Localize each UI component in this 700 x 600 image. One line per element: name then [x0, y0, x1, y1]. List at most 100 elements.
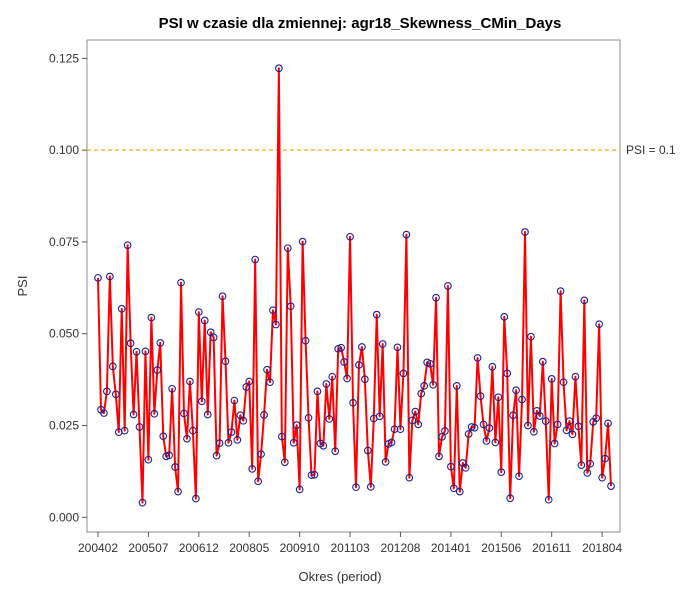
data-point-marker — [562, 426, 571, 435]
data-point-marker — [375, 412, 384, 421]
series-line — [97, 67, 612, 504]
data-point-marker — [129, 410, 138, 419]
data-point-marker — [108, 362, 117, 371]
data-point-marker — [414, 420, 423, 429]
data-point-marker — [331, 447, 340, 456]
data-point-marker — [432, 293, 440, 302]
data-point-marker — [147, 313, 156, 322]
data-point-marker — [447, 462, 455, 471]
data-point-marker — [553, 420, 562, 429]
data-point-marker — [153, 366, 162, 374]
data-point-marker — [541, 417, 550, 425]
data-point-marker — [607, 482, 615, 490]
data-point-marker — [500, 312, 509, 321]
data-point-marker — [203, 410, 212, 419]
data-point-marker — [441, 427, 449, 435]
data-point-marker — [378, 340, 387, 348]
data-point-marker — [530, 427, 538, 436]
data-point-marker — [396, 425, 405, 434]
data-point-marker — [399, 369, 408, 378]
data-point-marker — [435, 452, 443, 461]
data-point-marker — [547, 375, 556, 383]
data-point-marker — [94, 274, 102, 282]
data-point-marker — [159, 432, 168, 441]
data-point-marker — [100, 409, 108, 417]
data-point-marker — [571, 372, 580, 381]
y-tick-label: 0.125 — [49, 51, 79, 65]
data-point-marker — [269, 306, 277, 315]
data-point-marker — [278, 432, 286, 441]
data-point-marker — [224, 438, 233, 447]
data-point-marker — [221, 357, 230, 366]
data-point-marker — [387, 438, 396, 447]
x-tick-label: 201804 — [582, 541, 622, 555]
data-point-marker — [366, 482, 375, 491]
data-point-marker — [263, 365, 271, 374]
data-point-marker — [402, 230, 411, 239]
data-point-marker — [482, 437, 491, 445]
data-point-marker — [524, 421, 532, 430]
data-point-marker — [559, 378, 568, 387]
data-point-marker — [506, 494, 515, 503]
data-point-marker — [106, 272, 114, 281]
data-point-marker — [535, 412, 544, 420]
x-tick-label: 201103 — [330, 541, 369, 555]
data-point-marker — [444, 282, 452, 290]
chart-title: PSI w czasie dla zmiennej: agr18_Skewnes… — [159, 15, 562, 32]
data-point-marker — [209, 333, 218, 342]
data-point-marker — [254, 477, 262, 486]
data-point-marker — [381, 458, 390, 466]
data-point-marker — [355, 361, 363, 369]
data-point-marker — [393, 343, 402, 352]
data-point-marker — [186, 377, 194, 386]
data-point-marker — [123, 241, 132, 250]
data-point-marker — [565, 417, 574, 425]
data-point-marker — [372, 310, 381, 319]
data-point-marker — [491, 438, 500, 447]
data-point-marker — [452, 382, 461, 390]
data-point-marker — [322, 380, 331, 388]
data-point-marker — [577, 461, 586, 470]
data-point-marker — [120, 426, 129, 435]
data-point-marker — [313, 387, 322, 396]
y-axis-label: PSI — [15, 276, 30, 297]
data-point-marker — [346, 232, 354, 241]
data-point-marker — [426, 359, 434, 368]
data-point-marker — [420, 382, 429, 390]
data-point-marker — [138, 498, 147, 507]
data-point-marker — [405, 473, 414, 482]
data-point-marker — [488, 362, 497, 371]
data-point-marker — [307, 471, 316, 479]
data-point-marker — [544, 495, 553, 504]
x-tick-label: 200612 — [179, 541, 219, 555]
data-point-marker — [411, 407, 420, 416]
data-point-marker — [470, 423, 479, 432]
data-point-marker — [343, 374, 351, 383]
x-axis: 200402 200507 200612 200805 200910 201103 2012… — [78, 532, 622, 555]
data-point-marker — [604, 419, 612, 428]
data-point-marker — [494, 393, 503, 402]
series-group — [94, 64, 615, 507]
data-point-marker — [126, 339, 135, 348]
data-point-marker — [257, 450, 265, 459]
x-tick-label: 201208 — [380, 541, 420, 555]
data-point-marker — [165, 451, 174, 460]
data-point-marker — [227, 428, 236, 436]
data-point-marker — [212, 451, 221, 460]
data-point-marker — [192, 494, 200, 503]
x-axis-label: Okres (period) — [298, 569, 381, 584]
data-point-marker — [197, 397, 206, 406]
data-point-marker — [429, 380, 437, 389]
data-point-marker — [289, 438, 298, 447]
data-point-marker — [144, 455, 153, 464]
data-point-marker — [304, 413, 313, 422]
data-point-marker — [230, 396, 239, 405]
y-tick-label: 0.075 — [49, 235, 79, 249]
data-point-marker — [473, 354, 482, 362]
psi-threshold-label: PSI = 0.1 — [626, 143, 676, 157]
data-point-marker — [479, 420, 488, 429]
data-point-marker — [245, 377, 254, 386]
